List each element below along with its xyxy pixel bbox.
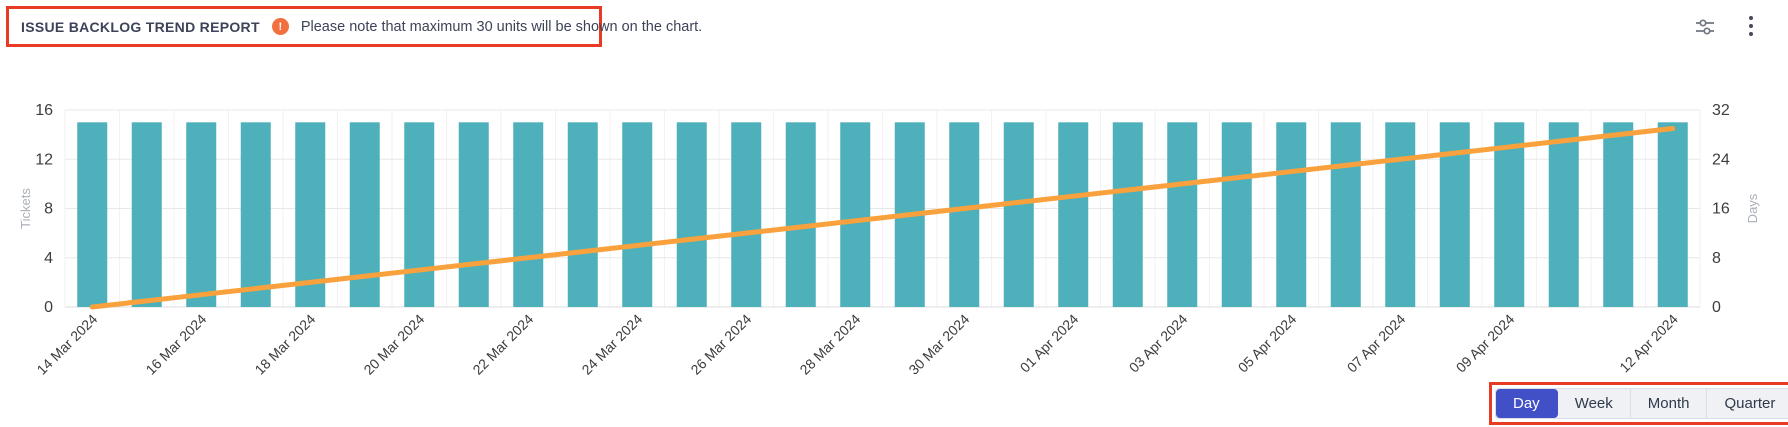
alert-circle-icon: ! xyxy=(271,18,289,35)
x-axis-tick: 20 Mar 2024 xyxy=(360,311,427,378)
ticket-bar xyxy=(1657,122,1688,307)
x-axis-tick: 24 Mar 2024 xyxy=(578,311,645,378)
period-button-quarter[interactable]: Quarter xyxy=(1707,389,1788,418)
x-axis-tick: 03 Apr 2024 xyxy=(1126,311,1191,376)
x-axis-tick: 05 Apr 2024 xyxy=(1235,311,1300,376)
ticket-bar xyxy=(676,122,707,307)
ticket-bar xyxy=(240,122,271,307)
annotation-box-header: ISSUE BACKLOG TREND REPORT ! Please note… xyxy=(6,6,702,47)
x-axis-tick: 18 Mar 2024 xyxy=(251,311,318,378)
ticket-bar xyxy=(513,122,544,307)
ticket-bar xyxy=(1603,122,1634,307)
ticket-bar xyxy=(1221,122,1252,307)
max-units-note: Please note that maximum 30 units will b… xyxy=(300,18,703,35)
ticket-bar xyxy=(131,122,162,307)
period-switcher: Day Week Month Quarter xyxy=(1495,388,1788,419)
right-axis-tick: 24 xyxy=(1712,151,1730,168)
days-trend-line xyxy=(89,125,1676,310)
filter-sliders-icon[interactable] xyxy=(1692,14,1718,40)
ticket-bar xyxy=(1494,122,1525,307)
ticket-bar xyxy=(1003,122,1034,307)
left-axis-tick: 0 xyxy=(44,299,53,316)
x-axis-tick: 30 Mar 2024 xyxy=(905,311,972,378)
right-axis-name: Days xyxy=(1745,193,1760,223)
ticket-bar xyxy=(295,122,326,307)
chart-toolbar xyxy=(1692,14,1764,40)
x-axis-tick: 12 Apr 2024 xyxy=(1616,311,1681,376)
x-axis-tick: 28 Mar 2024 xyxy=(796,311,863,378)
annotation-box-period: Day Week Month Quarter xyxy=(1489,382,1788,425)
trend-chart: 0 4 8 12 16 0 8 16 24 32 Tickets Days 14 Mar 2024 16 … xyxy=(18,102,1760,378)
x-axis-tick: 22 Mar 2024 xyxy=(469,311,536,378)
ticket-bar xyxy=(1548,122,1579,307)
ticket-bar xyxy=(622,122,653,307)
kebab-menu-icon[interactable] xyxy=(1738,14,1764,40)
x-axis-tick: 09 Apr 2024 xyxy=(1453,311,1518,376)
ticket-bar xyxy=(785,122,816,307)
x-axis-tick: 26 Mar 2024 xyxy=(687,311,754,378)
ticket-bar xyxy=(458,122,489,307)
ticket-bar xyxy=(840,122,871,307)
ticket-bar xyxy=(77,122,108,307)
report-title: ISSUE BACKLOG TREND REPORT xyxy=(21,18,260,35)
period-button-day[interactable]: Day xyxy=(1496,389,1558,418)
ticket-bar xyxy=(1276,122,1307,307)
ticket-bar xyxy=(731,122,762,307)
right-axis-tick: 16 xyxy=(1712,201,1730,218)
period-button-month[interactable]: Month xyxy=(1631,389,1708,418)
ticket-bar xyxy=(1058,122,1089,307)
x-axis-tick: 14 Mar 2024 xyxy=(33,311,100,378)
ticket-bar xyxy=(1112,122,1143,307)
right-axis-tick: 32 xyxy=(1712,102,1730,119)
ticket-bar xyxy=(1330,122,1361,307)
ticket-bar xyxy=(949,122,980,307)
x-axis-tick: 07 Apr 2024 xyxy=(1344,311,1409,376)
x-axis-tick: 16 Mar 2024 xyxy=(142,311,209,378)
left-axis-tick: 4 xyxy=(44,250,53,267)
right-axis-tick: 8 xyxy=(1712,250,1721,267)
x-axis-tick: 01 Apr 2024 xyxy=(1017,311,1082,376)
left-axis-tick: 12 xyxy=(35,151,53,168)
left-axis-tick: 8 xyxy=(44,201,53,218)
ticket-bar xyxy=(1385,122,1416,307)
left-axis-name: Tickets xyxy=(18,188,33,229)
period-button-week[interactable]: Week xyxy=(1558,389,1631,418)
right-axis-tick: 0 xyxy=(1712,299,1721,316)
ticket-bar xyxy=(1167,122,1198,307)
ticket-bar xyxy=(186,122,217,307)
ticket-bar xyxy=(404,122,435,307)
left-axis-tick: 16 xyxy=(35,102,53,119)
ticket-bar xyxy=(567,122,598,307)
